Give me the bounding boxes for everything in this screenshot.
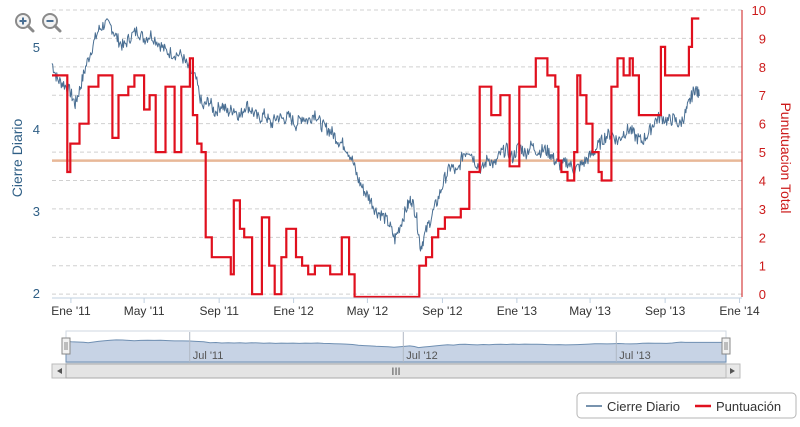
legend: Cierre Diario Puntuación bbox=[576, 392, 797, 419]
y-right-tick-label: 6 bbox=[759, 117, 766, 132]
y-right-tick-label: 0 bbox=[759, 287, 766, 302]
x-tick-label: May '11 bbox=[124, 304, 165, 318]
zoom-in-icon[interactable] bbox=[15, 13, 35, 33]
y-axis-title-right: Punutuacion Total bbox=[778, 102, 794, 213]
y-left-tick-label: 3 bbox=[33, 204, 40, 219]
y-left-tick-label: 5 bbox=[33, 40, 40, 55]
legend-item-puntuacion[interactable]: Puntuación bbox=[695, 399, 781, 414]
svg-text:Cierre Diario: Cierre Diario bbox=[607, 399, 680, 414]
y-right-tick-label: 10 bbox=[752, 3, 766, 18]
y-left-tick-label: 2 bbox=[33, 286, 40, 301]
navigator-ticks: Jul '11 Jul '12 Jul '13 bbox=[189, 332, 651, 362]
navigator-series-area bbox=[65, 339, 727, 363]
x-tick-label: Ene '14 bbox=[719, 304, 760, 318]
navigator-tick-label: Jul '12 bbox=[406, 350, 437, 362]
x-tick-label: May '12 bbox=[347, 304, 389, 318]
y-right-tick-label: 1 bbox=[759, 259, 766, 274]
navigator-handle-left[interactable] bbox=[61, 337, 71, 355]
legend-box bbox=[576, 392, 797, 419]
svg-text:Puntuación: Puntuación bbox=[716, 399, 781, 414]
y-axis-title-left: Cierre Diario bbox=[9, 119, 25, 198]
navigator[interactable]: Jul '11 Jul '12 Jul '13 bbox=[61, 330, 731, 364]
grid-lines bbox=[52, 9, 742, 295]
y-right-tick-label: 3 bbox=[759, 202, 766, 217]
x-tick-label: Ene '13 bbox=[497, 304, 538, 318]
y-right-tick-label: 2 bbox=[759, 230, 766, 245]
scroll-right-arrow-icon[interactable] bbox=[730, 368, 735, 374]
series-line-puntuacion[interactable] bbox=[52, 17, 700, 299]
series-line-cierre-diario[interactable] bbox=[51, 18, 700, 252]
x-tick-label: Ene '12 bbox=[273, 304, 314, 318]
x-tick-label: Sep '13 bbox=[645, 304, 686, 318]
scroll-left-arrow-icon[interactable] bbox=[57, 368, 62, 374]
y-right-tick-label: 7 bbox=[759, 88, 766, 103]
series-area bbox=[51, 17, 700, 299]
axes: 0 1 2 3 4 5 6 7 8 9 10 2 3 4 5 Ene '11 May '11 Sep '11 Ene… bbox=[33, 3, 766, 318]
x-tick-label: Sep '12 bbox=[422, 304, 463, 318]
scrollbar[interactable]: III bbox=[51, 363, 741, 379]
y-left-tick-label: 4 bbox=[33, 122, 40, 137]
navigator-tick-label: Jul '13 bbox=[619, 350, 650, 362]
y-right-tick-label: 4 bbox=[759, 173, 766, 188]
y-right-tick-label: 9 bbox=[759, 31, 766, 46]
navigator-handle-right[interactable] bbox=[721, 337, 731, 355]
x-tick-label: May '13 bbox=[569, 304, 611, 318]
x-tick-label: Sep '11 bbox=[199, 304, 239, 318]
scrollbar-grip[interactable]: III bbox=[391, 366, 400, 378]
navigator-tick-label: Jul '11 bbox=[193, 350, 224, 362]
y-right-tick-label: 5 bbox=[759, 145, 766, 160]
y-right-tick-label: 8 bbox=[759, 60, 766, 75]
x-tick-label: Ene '11 bbox=[51, 304, 91, 318]
zoom-out-icon[interactable] bbox=[42, 13, 62, 33]
legend-item-cierre-diario[interactable]: Cierre Diario bbox=[586, 399, 680, 414]
